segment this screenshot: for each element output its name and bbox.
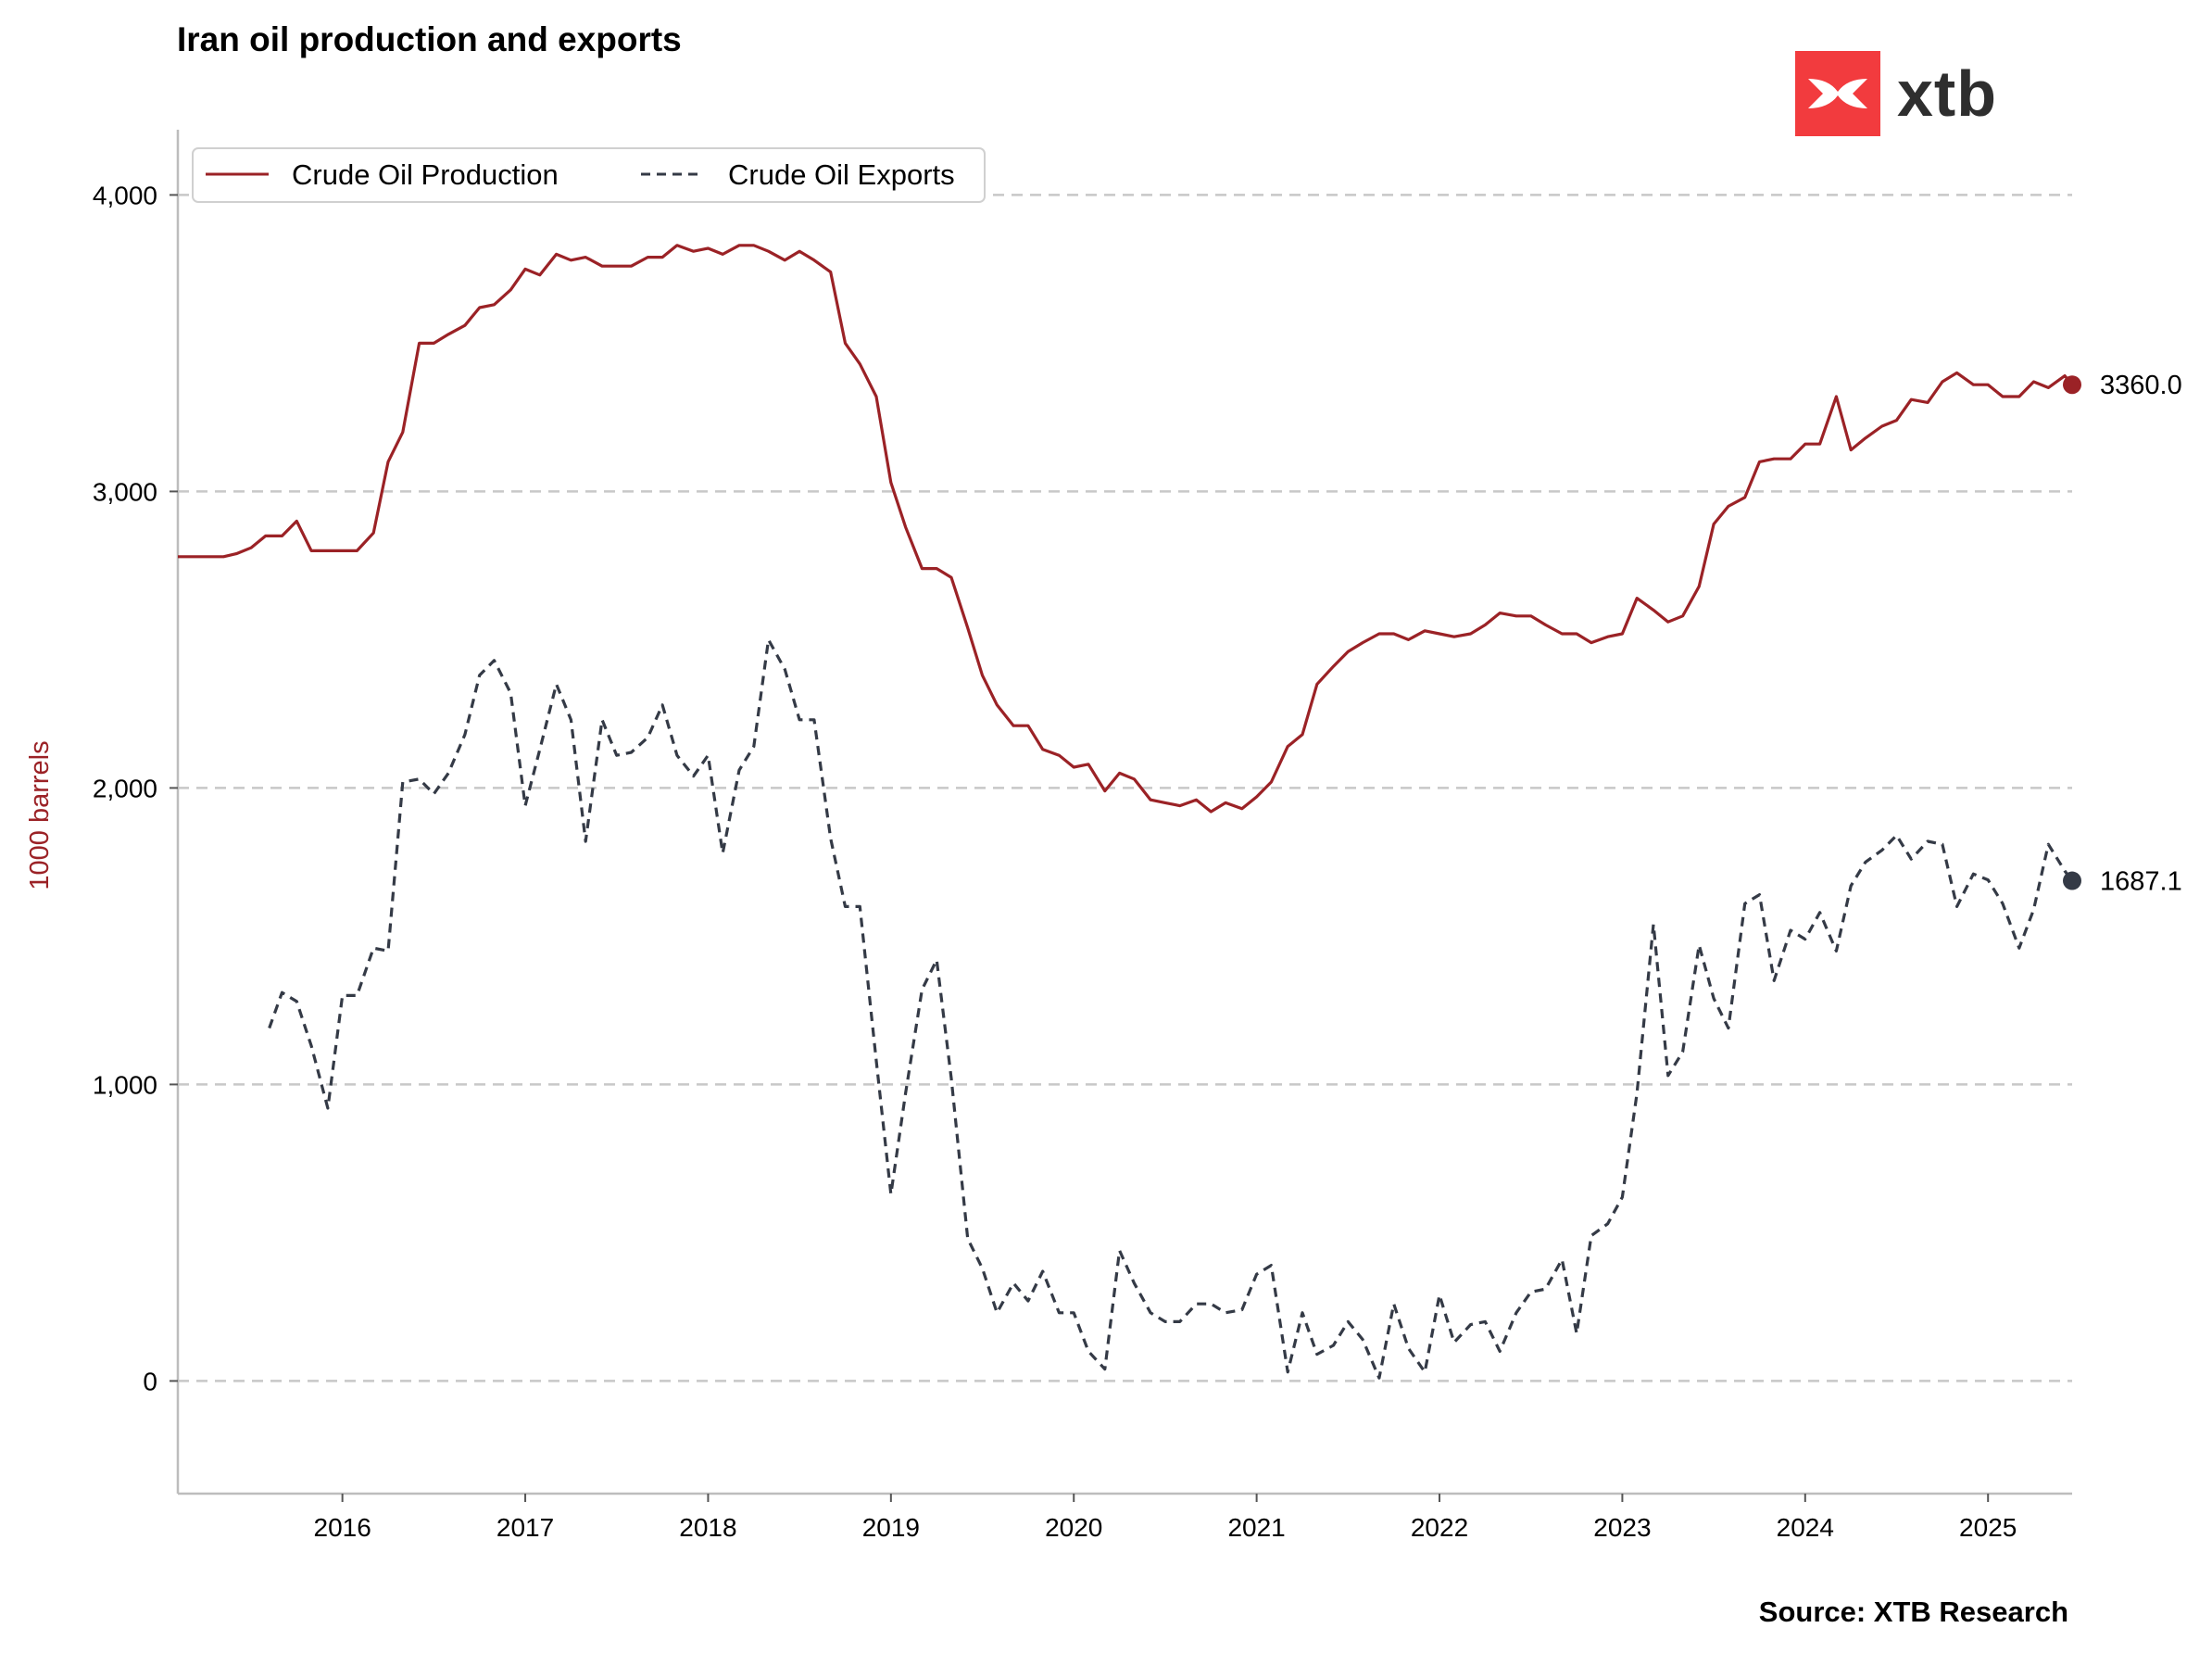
- end-marker-exports: [2063, 871, 2081, 890]
- legend: Crude Oil Production Crude Oil Exports: [192, 147, 986, 203]
- end-markers: 3360.0 1687.1: [2063, 371, 2182, 897]
- y-axis-label: 1000 barrels: [25, 740, 55, 890]
- y-tick-label: 0: [143, 1367, 157, 1395]
- chart-title: Iran oil production and exports: [177, 20, 682, 58]
- legend-label-exports: Crude Oil Exports: [728, 158, 955, 191]
- gridlines: [178, 194, 2072, 1382]
- end-value-label: 3360.0: [2100, 371, 2182, 400]
- x-tick-label: 2018: [679, 1513, 736, 1542]
- xtb-logo: xtb: [1795, 51, 1997, 136]
- x-tick-label: 2025: [1959, 1513, 2017, 1542]
- x-tick-label: 2017: [496, 1513, 554, 1542]
- x-tick-label: 2019: [862, 1513, 920, 1542]
- y-tick-label: 1,000: [93, 1070, 157, 1099]
- axes: [176, 130, 2072, 1495]
- end-value-label: 1687.1: [2100, 867, 2182, 897]
- y-tick-label: 4,000: [93, 181, 157, 209]
- source-note: Source: XTB Research: [1758, 1596, 2068, 1628]
- x-tick-label: 2022: [1411, 1513, 1468, 1542]
- y-tick-label: 2,000: [93, 774, 157, 802]
- x-ticks: 2016 2017 2018 2019 2020 2021 2022 2023 2024 2025: [314, 1494, 2017, 1542]
- x-tick-label: 2024: [1777, 1513, 1834, 1542]
- xtb-logo-text: xtb: [1897, 57, 1997, 130]
- y-ticks: 0 1,000 2,000 3,000 4,000: [93, 181, 178, 1395]
- series: [178, 244, 2074, 1380]
- xtb-logo-mark-icon: [1795, 51, 1880, 136]
- y-tick-label: 3,000: [93, 477, 157, 506]
- x-tick-label: 2021: [1227, 1513, 1285, 1542]
- x-tick-label: 2016: [314, 1513, 371, 1542]
- x-tick-label: 2023: [1593, 1513, 1651, 1542]
- series-line-exports: [268, 637, 2074, 1380]
- x-tick-label: 2020: [1045, 1513, 1102, 1542]
- legend-box: [192, 147, 986, 203]
- legend-label-production: Crude Oil Production: [292, 158, 559, 191]
- end-marker-production: [2063, 375, 2081, 395]
- series-line-production: [178, 244, 2074, 814]
